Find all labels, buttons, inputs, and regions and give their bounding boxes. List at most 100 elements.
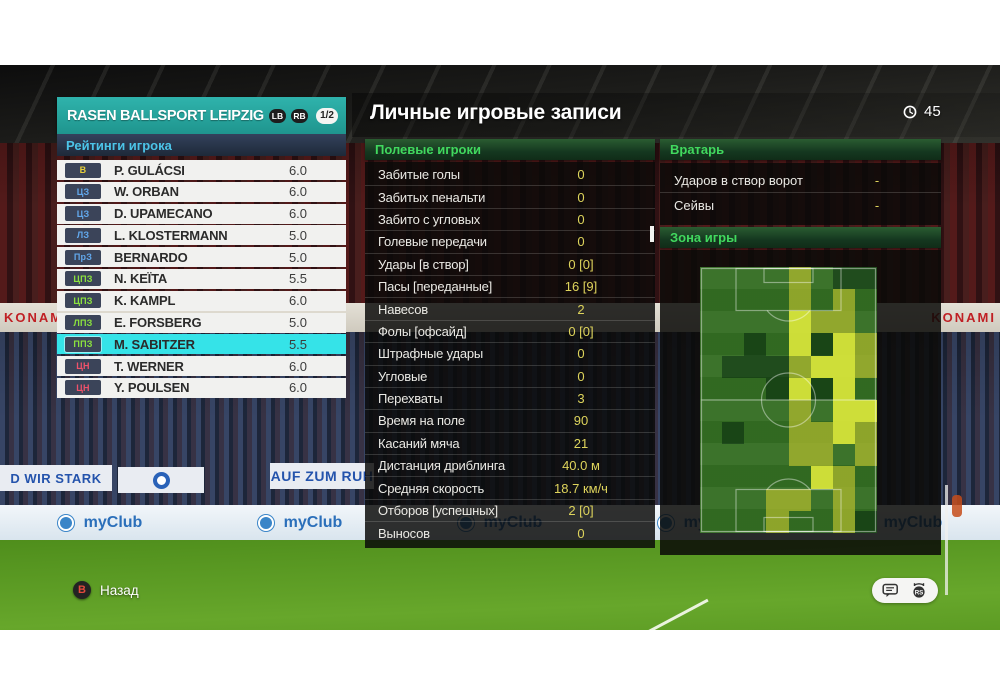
heatmap-cell [810,488,833,511]
heatmap-cell [722,510,745,533]
player-row[interactable]: ЛЗ L. KLOSTERMANN 5.0 [57,225,346,246]
stat-row: Время на поле 90 [365,410,655,433]
stat-value: - [874,172,880,188]
player-rating: 6.0 [288,293,308,309]
stat-value: 0 [577,189,585,205]
stat-row: Навесов 2 [365,298,655,321]
heatmap-cell [854,399,877,423]
player-row[interactable]: ПрЗ BERNARDO 5.0 [57,247,346,268]
rb-button[interactable]: RB [291,108,309,123]
player-row-selected[interactable]: ППЗ M. SABITZER 5.5 [57,334,346,355]
clock-icon [903,105,917,118]
fan-banner: D WIR STARK [0,465,112,491]
goal-post [945,485,948,595]
goalkeeper-section-title: Вратарь [670,142,725,157]
position-badge: ЦЗ [65,184,101,200]
fan-banner-text: AUF ZUM RUH [270,468,374,484]
stadium-pitch [0,540,1000,630]
player-row[interactable]: ЛПЗ E. FORSBERG 5.0 [57,312,346,333]
goalkeeper-stats-panel: Ударов в створ ворот - Сейвы - [660,163,941,225]
heatmap-cell [700,399,723,423]
heatmap-cell [832,267,855,290]
chat-icon[interactable] [882,583,899,598]
player-row[interactable]: ЦН T. WERNER 6.0 [57,356,346,377]
heatmap-cell [722,311,745,334]
fan-banner: AUF ZUM RUH [270,463,374,489]
player-row[interactable]: В P. GULÁCSI 6.0 [57,160,346,180]
stat-label: Выносов [378,525,430,541]
player-name: E. FORSBERG [114,315,202,331]
stat-row: Выносов 0 [365,522,655,544]
zone-section-title: Зона игры [670,230,738,245]
controller-hint-pill: RS [872,578,938,603]
player-row[interactable]: ЦПЗ K. KAMPL 6.0 [57,290,346,311]
myclub-ad-text: myClub [283,513,343,531]
stat-value: 21 [573,435,589,451]
position-badge: ЦПЗ [65,271,101,287]
heatmap-cell [700,422,723,445]
heatmap-cell [722,422,745,445]
position-badge: В [65,162,101,178]
heatmap-cell [744,355,767,378]
page-title: Личные игровые записи [370,101,622,124]
heatmap-cell [766,289,789,312]
heatmap-cell [810,466,833,489]
stat-value: 0 [577,525,585,541]
player-row[interactable]: ЦН Y. POULSEN 6.0 [57,377,346,398]
heatmap-cell [766,355,789,378]
stat-label: Угловые [378,368,428,384]
heatmap-cell [744,289,767,312]
stat-label: Перехваты [378,391,443,407]
heatmap-cell [810,444,833,467]
right-stick-icon[interactable]: RS [910,582,928,599]
player-name: M. SABITZER [114,336,195,352]
heatmap-cell [766,311,789,334]
position-badge: ПрЗ [65,249,101,265]
stat-row: Ударов в створ ворот - [660,168,941,193]
heatmap-cell [788,399,811,423]
heatmap-cell [832,289,855,312]
fan-banner-text: D WIR STARK [10,470,102,486]
heatmap-cell [744,444,767,467]
stats-scrollbar-thumb[interactable] [650,226,654,242]
stat-value: 0 [0] [568,323,594,339]
heatmap-cell [744,377,767,400]
heatmap-cell [722,444,745,467]
stat-row: Штрафные удары 0 [365,343,655,366]
stat-row: Удары [в створ] 0 [0] [365,254,655,276]
player-name: W. ORBAN [114,184,179,200]
heatmap-cell [766,333,789,356]
stat-label: Касаний мяча [378,435,460,451]
player-row[interactable]: ЦЗ W. ORBAN 6.0 [57,181,346,202]
player-row[interactable]: ЦЗ D. UPAMECANO 6.0 [57,203,346,224]
back-button[interactable]: B Назад [73,581,139,599]
player-name: K. KAMPL [114,293,176,309]
stat-label: Ударов в створ ворот [674,172,803,188]
position-badge: ЦН [65,358,101,374]
stat-row: Отборов [успешных] 2 [0] [365,500,655,523]
heatmap-cell [722,399,745,423]
stat-value: 18.7 км/ч [554,480,608,496]
stat-value: 16 [9] [564,279,598,295]
player-row[interactable]: ЦПЗ N. KEÏTA 5.5 [57,268,346,289]
heatmap-cell [788,289,811,312]
lb-button[interactable]: LB [268,108,287,123]
heatmap-cell [854,466,877,489]
player-ratings-list: В P. GULÁCSI 6.0 ЦЗ W. ORBAN 6.0 ЦЗ D. U… [57,160,346,400]
heatmap-cell [810,267,833,290]
position-badge: ЦПЗ [65,293,101,309]
stat-row: Забитых пенальти 0 [365,186,655,209]
stat-label: Навесов [378,301,428,317]
stat-value: - [874,198,880,213]
stat-row: Забитые голы 0 [365,164,655,187]
fan-banner-crest [118,467,204,493]
game-screen: KONAMI KONAMI D WIR STARK AUF ZUM RUH my… [0,65,1000,630]
stat-row: Сейвы - [660,193,941,218]
heatmap-cell [832,333,855,356]
heatmap-cell [832,422,855,445]
heatmap-cell [744,510,767,533]
heatmap-cell [788,311,811,334]
heatmap-cell [810,311,833,334]
svg-text:RS: RS [914,589,923,596]
